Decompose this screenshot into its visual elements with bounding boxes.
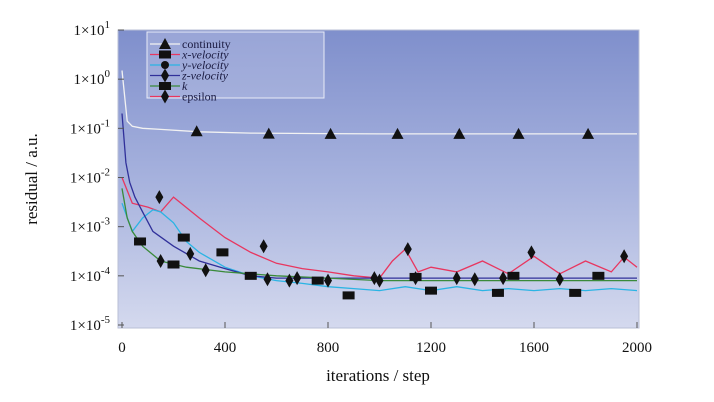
marker-continuity — [391, 127, 404, 139]
marker-k — [425, 286, 437, 295]
marker-continuity — [190, 125, 203, 137]
y-tick-label: 1×10-1 — [70, 117, 110, 137]
marker-k — [216, 248, 229, 257]
legend-marker-y-velocity — [161, 61, 169, 69]
y-tick-base: 1×10 — [70, 121, 101, 137]
marker-continuity — [512, 127, 525, 139]
legend-label-continuity: continuity — [182, 37, 231, 51]
y-tick-exponent: -5 — [101, 314, 111, 326]
marker-k — [342, 291, 355, 300]
legend-marker-continuity — [159, 38, 171, 49]
marker-epsilon — [452, 271, 461, 286]
y-axis-label: residual / a.u. — [22, 133, 41, 225]
x-tick-label: 0 — [118, 340, 126, 356]
marker-k — [491, 288, 504, 297]
y-tick-label: 1×100 — [74, 68, 111, 88]
marker-k — [409, 272, 422, 281]
y-tick-exponent: 1 — [105, 19, 111, 31]
y-tick-exponent: -3 — [101, 216, 111, 228]
marker-epsilon — [259, 239, 268, 254]
marker-epsilon — [403, 242, 412, 257]
marker-epsilon — [201, 263, 210, 278]
x-axis-ticks: 0 400 800 1200 1600 2000 — [118, 322, 652, 356]
y-tick-base: 1×10 — [70, 318, 101, 334]
marker-k — [507, 271, 520, 280]
x-tick-label: 400 — [214, 340, 237, 356]
marker-z-velocity — [285, 273, 294, 288]
y-tick-label: 1×10-4 — [70, 265, 111, 285]
y-tick-label: 1×10-3 — [70, 216, 111, 236]
y-tick-base: 1×10 — [70, 269, 101, 285]
y-tick-exponent: -4 — [101, 265, 111, 277]
y-tick-label: 1×10-2 — [70, 167, 110, 187]
marker-k — [569, 288, 582, 297]
marker-z-velocity — [186, 246, 195, 261]
marker-epsilon — [527, 245, 536, 260]
series-line-continuity — [121, 70, 637, 135]
marker-k — [167, 260, 180, 269]
legend-marker-k — [159, 82, 171, 90]
marker-epsilon — [620, 249, 629, 264]
legend-label-epsilon: epsilon — [182, 90, 217, 104]
legend-label-z-velocity: z-velocity — [181, 69, 229, 83]
marker-z-velocity — [555, 272, 564, 287]
marker-z-velocity — [499, 271, 508, 286]
marker-k — [134, 237, 147, 246]
marker-continuity — [262, 127, 275, 139]
legend-marker-z-velocity — [161, 68, 169, 83]
y-tick-base: 1×10 — [70, 220, 101, 236]
legend-label-k: k — [182, 79, 188, 93]
legend-label-y-velocity: y-velocity — [181, 58, 229, 72]
legend-label-x-velocity: x-velocity — [181, 48, 229, 62]
legend-items: continuityx-velocityy-velocityz-velocity… — [150, 37, 231, 104]
y-tick-base: 1×10 — [70, 171, 101, 187]
marker-k — [244, 271, 257, 280]
x-tick-label: 1200 — [416, 340, 446, 356]
y-tick-label: 1×101 — [74, 19, 110, 39]
x-tick-label: 1600 — [519, 340, 549, 356]
y-tick-label: 1×10-5 — [70, 314, 111, 334]
marker-z-velocity — [470, 272, 479, 287]
marker-z-velocity — [324, 273, 332, 288]
x-tick-label: 2000 — [622, 340, 652, 356]
y-tick-exponent: -1 — [101, 117, 110, 129]
x-axis-label: iterations / step — [326, 366, 430, 385]
marker-k — [177, 233, 190, 242]
marker-z-velocity — [263, 272, 272, 287]
y-tick-base: 1×10 — [74, 72, 105, 88]
legend-marker-epsilon — [161, 89, 169, 104]
marker-continuity — [453, 127, 466, 139]
marker-layer — [134, 125, 629, 300]
y-tick-exponent: 0 — [105, 68, 111, 80]
series-line-x-velocity — [121, 177, 638, 279]
marker-k — [592, 271, 605, 280]
marker-continuity — [324, 127, 337, 139]
series-line-k — [121, 188, 637, 282]
legend-marker-x-velocity — [159, 50, 171, 59]
legend: continuityx-velocityy-velocityz-velocity… — [146, 31, 325, 104]
marker-k — [311, 276, 324, 285]
x-tick-label: 800 — [317, 340, 340, 356]
marker-z-velocity — [156, 254, 165, 269]
marker-epsilon — [293, 271, 302, 286]
marker-continuity — [582, 127, 595, 139]
y-tick-base: 1×10 — [74, 23, 105, 39]
y-tick-exponent: -2 — [101, 167, 110, 179]
marker-epsilon — [155, 190, 164, 205]
marker-epsilon — [370, 271, 379, 286]
